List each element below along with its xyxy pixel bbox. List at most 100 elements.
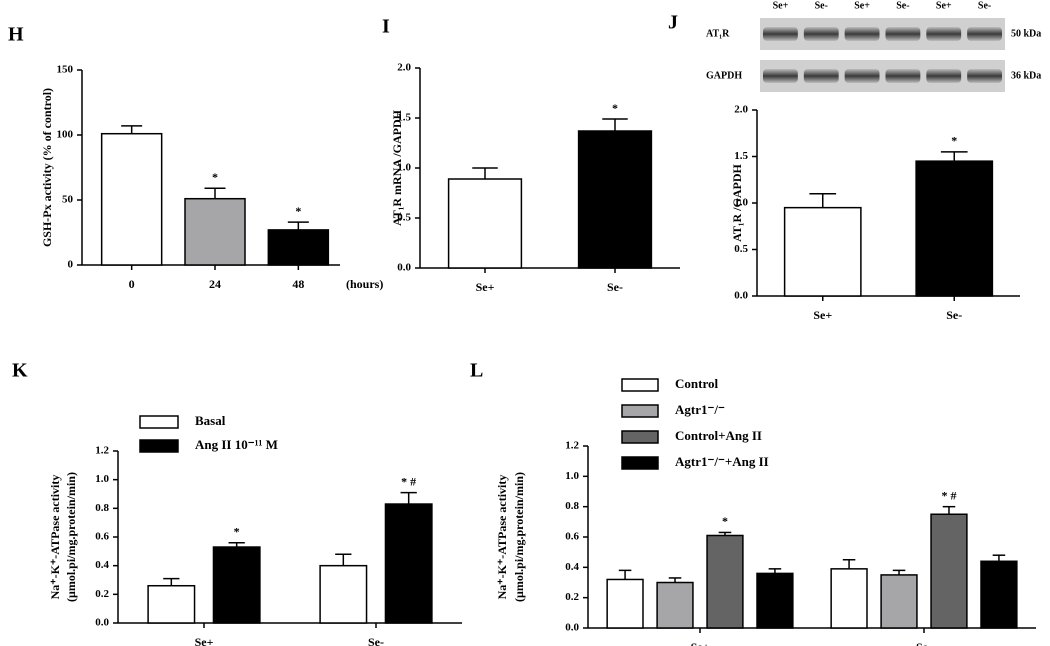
error-bar	[668, 577, 682, 583]
error-bar	[618, 569, 632, 580]
x-tick-label: Se+	[476, 280, 495, 294]
legend-label: Agtr1⁻/⁻+Ang II	[675, 454, 769, 469]
x-tick-label: 24	[209, 277, 221, 291]
lane-label: Se-	[978, 0, 991, 11]
y-tick-label: 2.0	[734, 104, 748, 116]
blot-size: 36 kDa	[1011, 70, 1041, 81]
y-tick-label: 0.0	[95, 617, 109, 629]
x-axis-label: (hours)	[346, 277, 383, 291]
y-axis-label: (μmol.pi/mg.protein/min)	[64, 472, 78, 602]
x-tick-label: Se+	[691, 640, 710, 646]
x-tick-label: Se+	[195, 635, 214, 646]
x-tick-label: Se-	[946, 308, 962, 322]
error-bar	[287, 221, 309, 230]
y-tick-label: 0.2	[565, 591, 579, 603]
bar	[706, 534, 744, 629]
legend-swatch	[621, 430, 659, 444]
legend-label: Control	[675, 376, 718, 391]
y-tick-label: 1.2	[95, 445, 109, 457]
blot-band	[844, 27, 880, 41]
y-tick-label: 0.0	[565, 622, 579, 634]
bar	[267, 229, 330, 266]
y-tick-label: 1.0	[734, 197, 748, 209]
y-axis-label: (μmol.pi/mg.protein/min)	[512, 472, 526, 602]
bar	[384, 503, 433, 624]
annotation: *	[295, 204, 301, 218]
legend-label: Agtr1⁻/⁻	[675, 402, 725, 417]
y-tick-label: 1.5	[397, 112, 411, 124]
y-tick-label: 150	[57, 64, 74, 76]
annotation: *	[722, 514, 728, 528]
y-tick-label: 1.0	[95, 473, 109, 485]
y-axis-label: Na⁺-K⁺-ATPase activity	[495, 475, 509, 600]
panel-letter: K	[12, 360, 28, 382]
legend-label: Basal	[195, 413, 226, 428]
x-tick-label: Se-	[607, 280, 623, 294]
blot-band	[844, 69, 880, 83]
error-bar	[940, 151, 968, 162]
y-tick-label: 2.0	[397, 62, 411, 74]
y-tick-label: 0.4	[565, 561, 579, 573]
bar	[100, 132, 163, 266]
blot-band	[885, 27, 921, 41]
error-bar	[809, 192, 837, 208]
legend-swatch	[139, 439, 179, 453]
blot-bg	[760, 18, 1005, 50]
y-axis-label: GSH-Px activity (% of control)	[40, 88, 54, 247]
blot-band	[803, 69, 839, 83]
blot-row-label: AT₁R	[706, 28, 730, 39]
blot-band	[967, 69, 1002, 83]
error-bar	[228, 541, 245, 548]
error-bar	[204, 187, 226, 199]
error-bar	[842, 559, 856, 569]
y-axis-label: AT₁R /GAPDH	[730, 163, 744, 241]
y-tick-label: 0.5	[734, 243, 748, 255]
y-tick-label: 0.2	[95, 588, 109, 600]
y-tick-label: 0.6	[95, 531, 109, 543]
legend-swatch	[621, 404, 659, 418]
x-tick-label: Se-	[368, 635, 384, 646]
x-tick-label: 48	[292, 277, 304, 291]
blot-size: 50 kDa	[1011, 28, 1041, 39]
x-tick-label: 0	[129, 277, 135, 291]
error-bar	[992, 554, 1006, 562]
error-bar	[602, 118, 628, 131]
y-tick-label: 0.8	[95, 502, 109, 514]
blot-band	[763, 27, 798, 41]
blot-band	[803, 27, 839, 41]
annotation: * #	[941, 488, 956, 502]
y-tick-label: 0.0	[397, 262, 411, 274]
error-bar	[163, 577, 180, 586]
panel-letter: L	[470, 360, 483, 382]
y-tick-label: 100	[57, 129, 74, 141]
y-tick-label: 0.0	[734, 290, 748, 302]
blot-band	[926, 27, 962, 41]
y-tick-label: 1.2	[565, 440, 579, 452]
blot-band	[763, 69, 798, 83]
bar	[212, 546, 261, 624]
blot-bg	[760, 60, 1005, 92]
bar	[606, 578, 644, 629]
error-bar	[718, 531, 732, 536]
y-axis-label: Na⁺-K⁺-ATPase activity	[48, 475, 62, 600]
lane-label: Se-	[896, 0, 909, 11]
annotation: *	[612, 101, 618, 115]
bar	[319, 564, 368, 624]
legend-label: Control+Ang II	[675, 428, 762, 443]
y-tick-label: 0	[68, 259, 74, 271]
annotation: * #	[401, 474, 416, 488]
bar	[915, 160, 994, 297]
annotation: *	[234, 524, 240, 538]
y-tick-label: 1.5	[734, 150, 748, 162]
error-bar	[400, 491, 417, 505]
bar	[656, 581, 694, 629]
panel-letter: I	[382, 16, 390, 38]
annotation: *	[951, 134, 957, 148]
x-tick-label: Se+	[813, 308, 832, 322]
bar	[147, 584, 196, 624]
legend-swatch	[139, 415, 179, 429]
panel-letter: H	[8, 24, 24, 46]
error-bar	[335, 553, 352, 566]
bar	[783, 206, 862, 297]
